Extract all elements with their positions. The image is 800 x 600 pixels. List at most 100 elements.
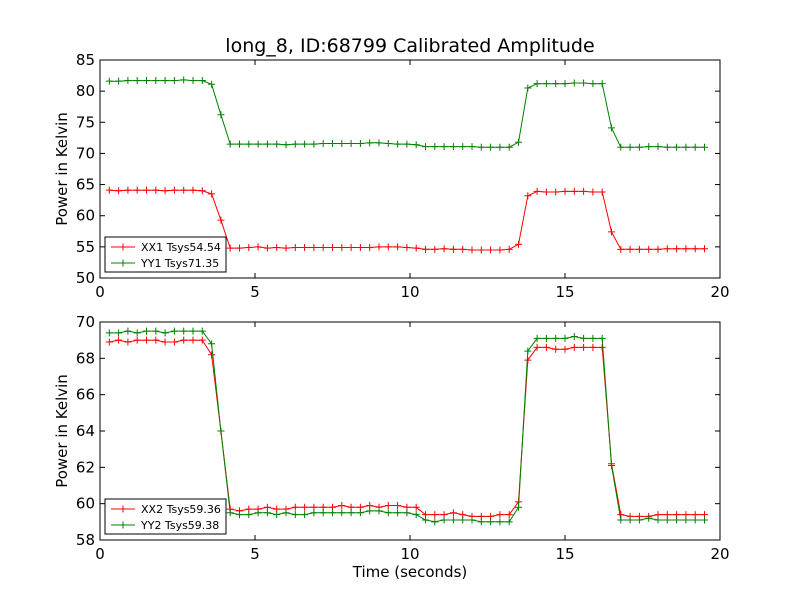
data-point	[468, 246, 476, 254]
data-point	[375, 139, 383, 147]
data-point	[691, 516, 699, 524]
data-point	[542, 343, 550, 351]
data-point	[682, 245, 690, 253]
data-point	[449, 245, 457, 253]
data-point	[282, 509, 290, 517]
data-point	[152, 336, 160, 344]
data-point	[663, 245, 671, 253]
data-point	[701, 516, 708, 524]
x-tick-label: 5	[250, 283, 260, 301]
y-tick-label: 85	[76, 51, 95, 69]
data-point	[198, 77, 206, 85]
y-tick-label: 62	[76, 458, 95, 476]
data-point	[301, 503, 309, 511]
data-point	[208, 80, 216, 88]
legend-marker	[119, 505, 127, 513]
data-point	[338, 243, 346, 251]
data-point	[673, 516, 681, 524]
data-point	[180, 336, 188, 344]
data-point	[394, 243, 402, 251]
data-point	[226, 244, 234, 252]
data-point	[273, 511, 281, 519]
y-tick-label: 65	[76, 176, 95, 194]
data-point	[301, 511, 309, 519]
data-point	[366, 243, 374, 251]
data-point	[515, 503, 522, 511]
data-point	[115, 329, 123, 337]
data-point	[384, 501, 392, 509]
data-point	[589, 188, 597, 196]
x-tick-label: 10	[400, 545, 419, 563]
data-point	[561, 334, 569, 342]
data-point	[394, 501, 402, 509]
data-point	[375, 243, 383, 251]
data-point	[422, 245, 429, 253]
data-point	[431, 518, 439, 526]
data-point	[449, 516, 457, 524]
data-point	[319, 509, 327, 517]
data-point	[515, 138, 522, 146]
data-point	[384, 509, 392, 517]
data-point	[208, 351, 216, 359]
data-point	[347, 509, 355, 517]
data-point	[682, 143, 690, 151]
data-point	[468, 143, 476, 151]
data-point	[115, 77, 123, 85]
data-point	[477, 246, 485, 254]
data-point	[691, 143, 699, 151]
data-point	[431, 511, 439, 519]
data-point	[329, 139, 336, 147]
x-tick-label: 10	[400, 283, 419, 301]
legend-label: YY2 Tsys59.38	[140, 519, 219, 532]
data-point	[198, 336, 206, 344]
data-point	[263, 244, 271, 252]
data-point	[468, 516, 476, 524]
axes-frame-bottom	[99, 321, 721, 541]
legend-label: YY1 Tsys71.35	[140, 257, 219, 270]
data-point	[347, 139, 355, 147]
data-point	[412, 503, 420, 511]
data-point	[533, 187, 541, 195]
data-point	[245, 511, 253, 519]
data-point	[440, 516, 448, 524]
y-tick-label: 70	[76, 144, 95, 162]
data-point	[412, 244, 420, 252]
data-point	[152, 186, 160, 194]
data-point	[598, 188, 606, 196]
data-point	[356, 509, 364, 517]
data-point	[394, 140, 402, 148]
ticks-top: 0 5 10 15 20 50 55 60 65 70 75 80 85	[76, 51, 730, 301]
data-point	[124, 77, 132, 85]
data-point	[449, 143, 457, 151]
data-point	[673, 143, 681, 151]
data-point	[133, 77, 141, 85]
data-point	[552, 334, 560, 342]
data-point	[542, 334, 550, 342]
data-point	[617, 143, 625, 151]
data-point	[236, 511, 243, 519]
subplot-bottom: Power in Kelvin Time (seconds) 0 5 10 15 20 5…	[53, 313, 730, 581]
data-point	[701, 143, 708, 151]
y-tick-label: 70	[76, 313, 95, 331]
data-point	[645, 245, 653, 253]
data-point	[143, 327, 150, 335]
data-point	[291, 140, 299, 148]
data-point	[133, 336, 141, 344]
data-point	[580, 79, 588, 87]
data-point	[496, 518, 504, 526]
data-point	[115, 187, 123, 195]
subplot-top: long_8, ID:68799 Calibrated Amplitude Po…	[53, 35, 730, 301]
data-point	[338, 509, 346, 517]
data-point	[170, 77, 178, 85]
data-point	[254, 140, 262, 148]
data-point	[105, 338, 113, 346]
data-point	[152, 77, 160, 85]
data-point	[654, 516, 662, 524]
data-point	[403, 140, 411, 148]
data-point	[570, 333, 578, 341]
data-point	[440, 245, 448, 253]
y-tick-label: 68	[76, 349, 95, 367]
data-point	[505, 518, 513, 526]
data-point	[403, 243, 411, 251]
